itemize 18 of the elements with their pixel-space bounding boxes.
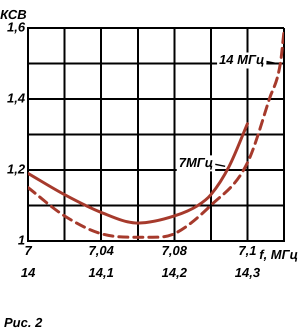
y-tick-label: 1 [18, 232, 26, 248]
y-tick-label: 1,6 [6, 20, 26, 35]
y-axis-title: КСВ [0, 7, 27, 22]
y-tick-label: 1,2 [6, 161, 26, 176]
series-label: 14 МГц [219, 52, 264, 68]
x-tick-label: 7,04 [88, 243, 115, 258]
series-label: 7МГц [178, 154, 214, 170]
line-series [28, 122, 249, 225]
x2-tick-label: 14,2 [162, 264, 188, 280]
x2-tick-label: 14,3 [234, 264, 261, 280]
x2-tick-label: 14 [20, 264, 36, 280]
x-tick-label: 7 [24, 243, 32, 258]
y-tick-label: 1,4 [6, 90, 26, 106]
x-tick-label: 7,1 [238, 243, 256, 258]
x2-tick-label: 14,1 [88, 264, 114, 280]
x-axis-title: f, МГц [259, 246, 298, 262]
x-tick-label: 7,08 [162, 243, 188, 258]
text: Рис. 2 [4, 315, 44, 330]
